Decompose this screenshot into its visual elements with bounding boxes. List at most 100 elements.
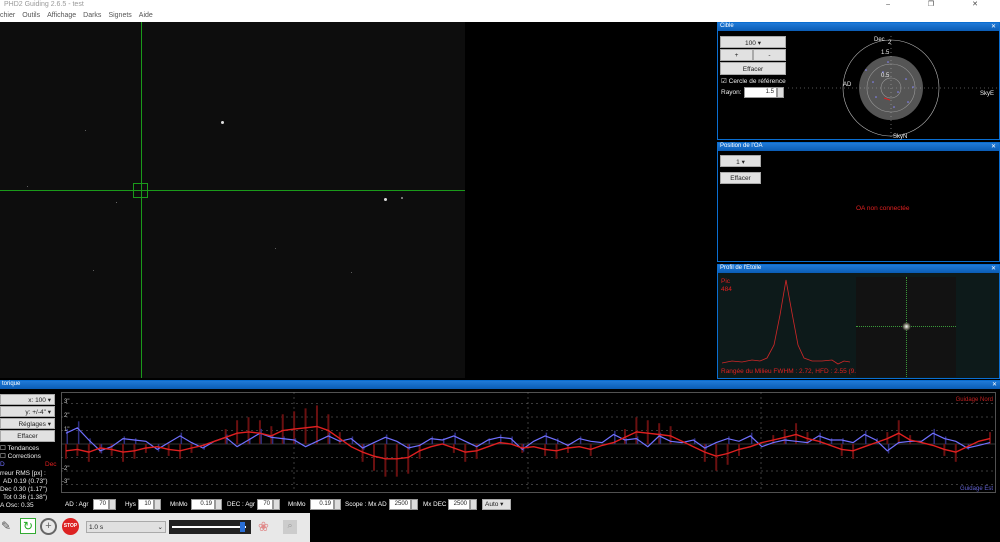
radius-spinner[interactable] xyxy=(777,87,784,98)
gamma-slider[interactable] xyxy=(169,520,251,534)
ra-axis-label: AD xyxy=(843,82,852,88)
ra-minmo-input[interactable]: 0.19 xyxy=(191,499,215,510)
stop-icon[interactable]: STOP xyxy=(62,518,79,535)
dec-correction-bar xyxy=(293,411,296,444)
dec-correction-bar xyxy=(715,444,718,471)
ra-correction-bar xyxy=(933,428,935,444)
close-icon[interactable]: ✕ xyxy=(990,24,996,30)
close-icon[interactable]: ✕ xyxy=(991,382,997,388)
menu-help[interactable]: Aide xyxy=(138,12,153,19)
loop-wand-icon[interactable]: ✎ xyxy=(1,519,12,533)
east-guide-label: Guidage Est xyxy=(960,486,993,492)
radius-input[interactable]: 1.5 xyxy=(744,87,777,98)
dec-correction-bar xyxy=(122,444,125,462)
dec-correction-bar xyxy=(726,444,729,465)
main-toolbar: ✎ ↻ + STOP 1.0 s ⌄ ❀ ⌕ xyxy=(0,513,310,542)
dec-correction-bar xyxy=(384,444,387,477)
hys-spinner[interactable] xyxy=(154,499,161,510)
ra-aggr-label: AD : Agr xyxy=(65,501,89,508)
ra-minmo-spinner[interactable] xyxy=(215,499,222,510)
ra-correction-bar xyxy=(123,436,126,444)
rms-title: rreur RMS [px] : xyxy=(0,470,46,477)
ra-correction-bar xyxy=(659,432,662,444)
guide-crosshair-icon[interactable]: + xyxy=(40,518,57,535)
ra-correction-bar xyxy=(579,436,582,444)
zoom-in-button[interactable]: + xyxy=(720,49,753,61)
profile-curve xyxy=(722,279,851,365)
menu-tools[interactable]: Outils xyxy=(22,12,41,19)
target-plot: Dec AD SkyE SkyN 2 1.5 0.5 xyxy=(788,36,1000,140)
north-axis-label: SkyN xyxy=(893,134,907,140)
menu-bookmarks[interactable]: Signets xyxy=(108,12,132,19)
window-controls[interactable]: – ❐ ✕ xyxy=(886,1,996,8)
ra-correction-bar xyxy=(283,436,285,444)
ra-correction-bar xyxy=(66,428,68,444)
trends-checkbox[interactable]: ☐ Tendances xyxy=(0,445,39,452)
ra-correction-bar xyxy=(157,444,160,452)
rms-dec: Dec 0.30 (1.17") xyxy=(0,486,48,493)
corrections-checkbox[interactable]: ☐ Corrections xyxy=(0,453,41,460)
panel-title: Cible xyxy=(720,23,734,29)
dec-mode-select[interactable]: Auto ▾ xyxy=(482,499,511,510)
star-thumbnail xyxy=(856,277,956,377)
ra-correction-bar xyxy=(454,432,456,444)
max-ra-spinner[interactable] xyxy=(411,499,418,510)
clear-button[interactable]: Effacer xyxy=(720,62,786,75)
hys-input[interactable]: 10 xyxy=(138,499,154,510)
loop-icon[interactable]: ↻ xyxy=(20,518,36,534)
menu-darks[interactable]: Darks xyxy=(83,12,102,19)
gamma-slider-thumb[interactable] xyxy=(240,522,246,532)
dec-minmo-spinner[interactable] xyxy=(334,499,341,510)
ra-correction-bar xyxy=(385,434,388,444)
max-dec-input[interactable]: 2500 xyxy=(448,499,470,510)
rms-ra: AD 0.19 (0.73") xyxy=(3,478,48,485)
dec-aggr-spinner[interactable] xyxy=(273,499,280,510)
star-profile-tool-icon[interactable]: ⌕ xyxy=(283,520,297,534)
menu-file[interactable]: chier xyxy=(0,12,16,19)
ra-correction-bar xyxy=(865,430,867,444)
close-icon[interactable]: ✕ xyxy=(990,144,996,150)
ra-legend: D xyxy=(0,461,5,468)
dec-correction-bar xyxy=(247,417,250,444)
panel-title: torique xyxy=(2,381,21,387)
max-dec-label: Mx DEC xyxy=(423,501,447,508)
ra-correction-bar xyxy=(636,436,639,444)
menu-view[interactable]: Affichage xyxy=(47,12,77,19)
zoom-out-button[interactable]: - xyxy=(753,49,786,61)
brain-icon[interactable]: ❀ xyxy=(258,519,269,534)
ra-aggr-input[interactable]: 70 xyxy=(93,499,109,510)
east-axis-label: SkyE xyxy=(980,91,994,97)
dec-correction-bar xyxy=(327,414,330,444)
ao-scale-select[interactable]: 1 ▾ xyxy=(720,155,761,167)
history-graph: 3" 2" 1" -2" -3" Guidage Nord Guidage Es… xyxy=(61,392,996,493)
svg-text:2: 2 xyxy=(888,40,892,46)
ra-aggr-spinner[interactable] xyxy=(109,499,116,510)
menu-bar: chier Outils Affichage Darks Signets Aid… xyxy=(0,11,1000,22)
dec-axis-label: Dec xyxy=(874,37,885,43)
ref-circle-checkbox[interactable]: ☑ Cercle de référence xyxy=(721,78,786,85)
ao-panel: Position de l'OA ✕ 1 ▾ Effacer OA non con… xyxy=(717,142,1000,262)
dec-minmo-label: MnMo xyxy=(288,501,306,508)
dec-correction-bar xyxy=(373,444,375,471)
ao-clear-button[interactable]: Effacer xyxy=(720,172,761,184)
ra-correction-bar xyxy=(488,438,491,444)
history-clear-button[interactable]: Effacer xyxy=(0,430,55,442)
y-tick: -3" xyxy=(62,479,69,485)
x-scale-select[interactable]: x: 100 ▾ xyxy=(0,394,55,405)
ra-correction-bar xyxy=(499,434,502,444)
dec-aggr-label: DEC : Agr xyxy=(227,501,255,508)
max-dec-spinner[interactable] xyxy=(470,499,477,510)
ra-minmo-label: MnMo xyxy=(170,501,188,508)
ra-correction-bar xyxy=(842,438,844,444)
scale-select[interactable]: 100 ▾ xyxy=(720,36,786,48)
y-scale-select[interactable]: y: +/-4" ▾ xyxy=(0,406,55,417)
max-ra-input[interactable]: 2500 xyxy=(389,499,411,510)
dec-correction-bar xyxy=(954,444,957,462)
ra-correction-bar xyxy=(830,438,833,444)
close-icon[interactable]: ✕ xyxy=(990,266,996,272)
settings-select[interactable]: Réglages ▾ xyxy=(0,418,55,429)
radius-label: Rayon: xyxy=(721,89,742,96)
dec-aggr-input[interactable]: 70 xyxy=(257,499,273,510)
dec-minmo-input[interactable]: 0.19 xyxy=(310,499,334,510)
exposure-select[interactable]: 1.0 s ⌄ xyxy=(86,521,166,533)
